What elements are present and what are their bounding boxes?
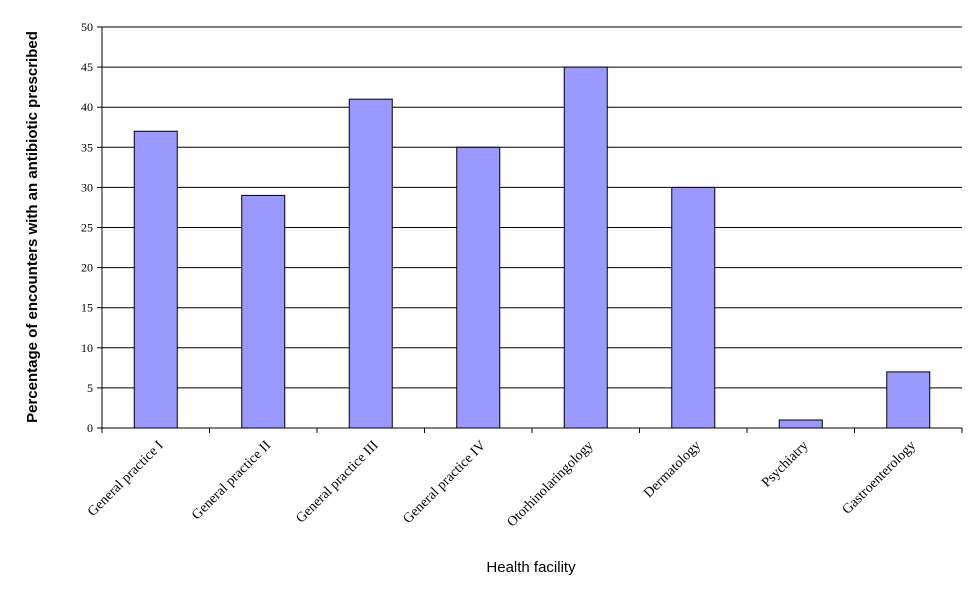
axes [97,26,963,433]
y-tick-label: 0 [87,421,93,435]
x-axis-title: Health facility [486,559,576,576]
bar [133,130,178,429]
x-tick-label: General practice III [293,438,381,526]
bar [778,419,823,429]
gridlines [102,26,962,389]
x-tick-label: Dermatology [641,438,704,501]
bar [671,186,716,429]
y-tick-label: 5 [87,381,93,395]
x-tick-label: Gastroenterology [840,438,919,517]
y-tick-label: 25 [81,221,93,235]
x-tick-label: Psychiatry [759,438,811,490]
x-tick-labels: General practice I General practice II Gen… [85,438,919,530]
y-tick-label: 15 [81,301,93,315]
y-tick-labels: 0 5 10 15 20 25 30 35 40 45 50 [81,20,93,435]
x-tick-label: General practice II [189,438,274,523]
y-tick-label: 10 [81,341,93,355]
bars [133,66,931,429]
y-axis-title: Percentage of encounters with an antibio… [24,31,41,423]
y-tick-label: 35 [81,140,93,154]
x-tick-label: General practice I [85,438,167,520]
bar [886,371,931,429]
y-tick-label: 45 [81,60,93,74]
y-tick-label: 50 [81,20,93,34]
bar [241,194,286,429]
y-tick-label: 20 [81,261,93,275]
x-tick-label: Otorhinolaringology [505,438,597,530]
y-tick-label: 30 [81,180,93,194]
y-tick-label: 40 [81,100,93,114]
x-tick-label: General practice IV [400,438,489,527]
bar [563,66,608,429]
bar [348,98,393,429]
bar [456,146,501,429]
